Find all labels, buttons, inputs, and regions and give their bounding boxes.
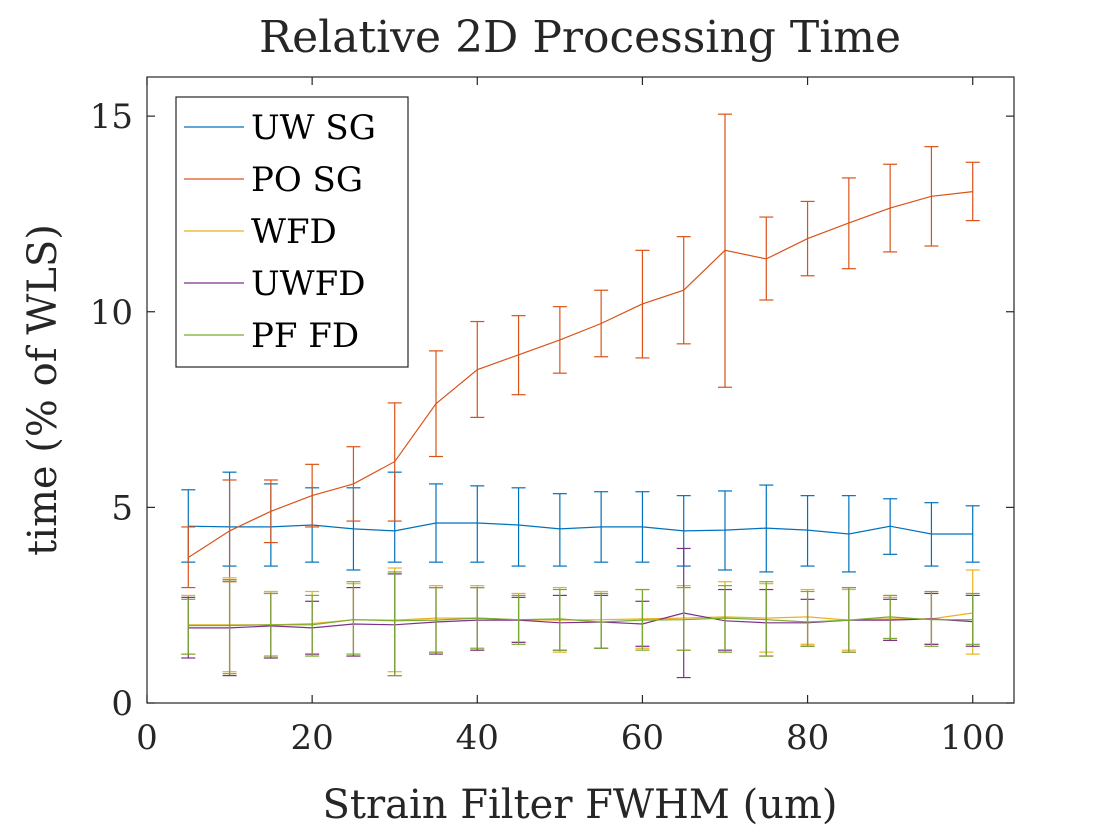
error-bar [594,592,609,649]
error-bar [470,485,485,563]
error-bar [552,493,567,567]
legend: UW SG PO SG WFD UWFD PF FD [175,96,409,368]
error-bar [965,505,980,563]
series-3 [181,547,980,679]
plot-area [181,113,980,679]
series-line [188,616,973,627]
axes-box [146,76,1015,704]
y-tick-label-3: 15 [90,97,133,137]
legend-label: WFD [251,212,337,252]
error-bar [965,592,980,645]
error-bar [965,161,980,222]
series-line [188,612,973,626]
series-0 [181,471,980,573]
legend-label: PO SG [251,160,363,200]
y-tick-label-2: 10 [90,293,133,333]
legend-box [175,96,409,368]
x-axis-label: Strain Filter FWHM (um) [323,782,838,828]
x-tick-label-5: 100 [940,718,1005,758]
error-bar [305,594,320,657]
x-tick-label-3: 60 [621,718,664,758]
series-line [188,522,973,535]
chart-title: Relative 2D Processing Time [259,12,901,63]
series-1 [181,113,980,589]
error-bar [511,487,526,567]
x-tick-label-4: 80 [786,718,829,758]
error-bar [759,581,774,657]
error-bar [924,590,939,647]
error-bar [346,581,361,655]
error-bar [387,571,402,677]
error-bar [800,590,815,647]
x-tick-label-2: 40 [456,718,499,758]
error-bar [718,585,732,653]
error-bar [222,579,237,675]
series-line [187,191,973,559]
x-tick-label-0: 0 [136,718,158,758]
series-4 [181,571,980,677]
axis-ticks: 0 20 40 60 80 100 0 5 10 15 [90,77,1014,758]
y-tick-label-0: 0 [111,684,133,724]
legend-label: PF FD [251,316,359,356]
y-axis-label: time (% of WLS) [20,224,66,556]
error-bar [552,588,567,651]
error-bar [676,586,691,651]
error-bar [800,495,815,567]
error-bar [181,598,196,655]
legend-label: UW SG [251,108,376,148]
legend-label: UWFD [251,264,365,304]
y-tick-label-1: 5 [111,488,133,528]
x-tick-label-1: 20 [291,718,334,758]
